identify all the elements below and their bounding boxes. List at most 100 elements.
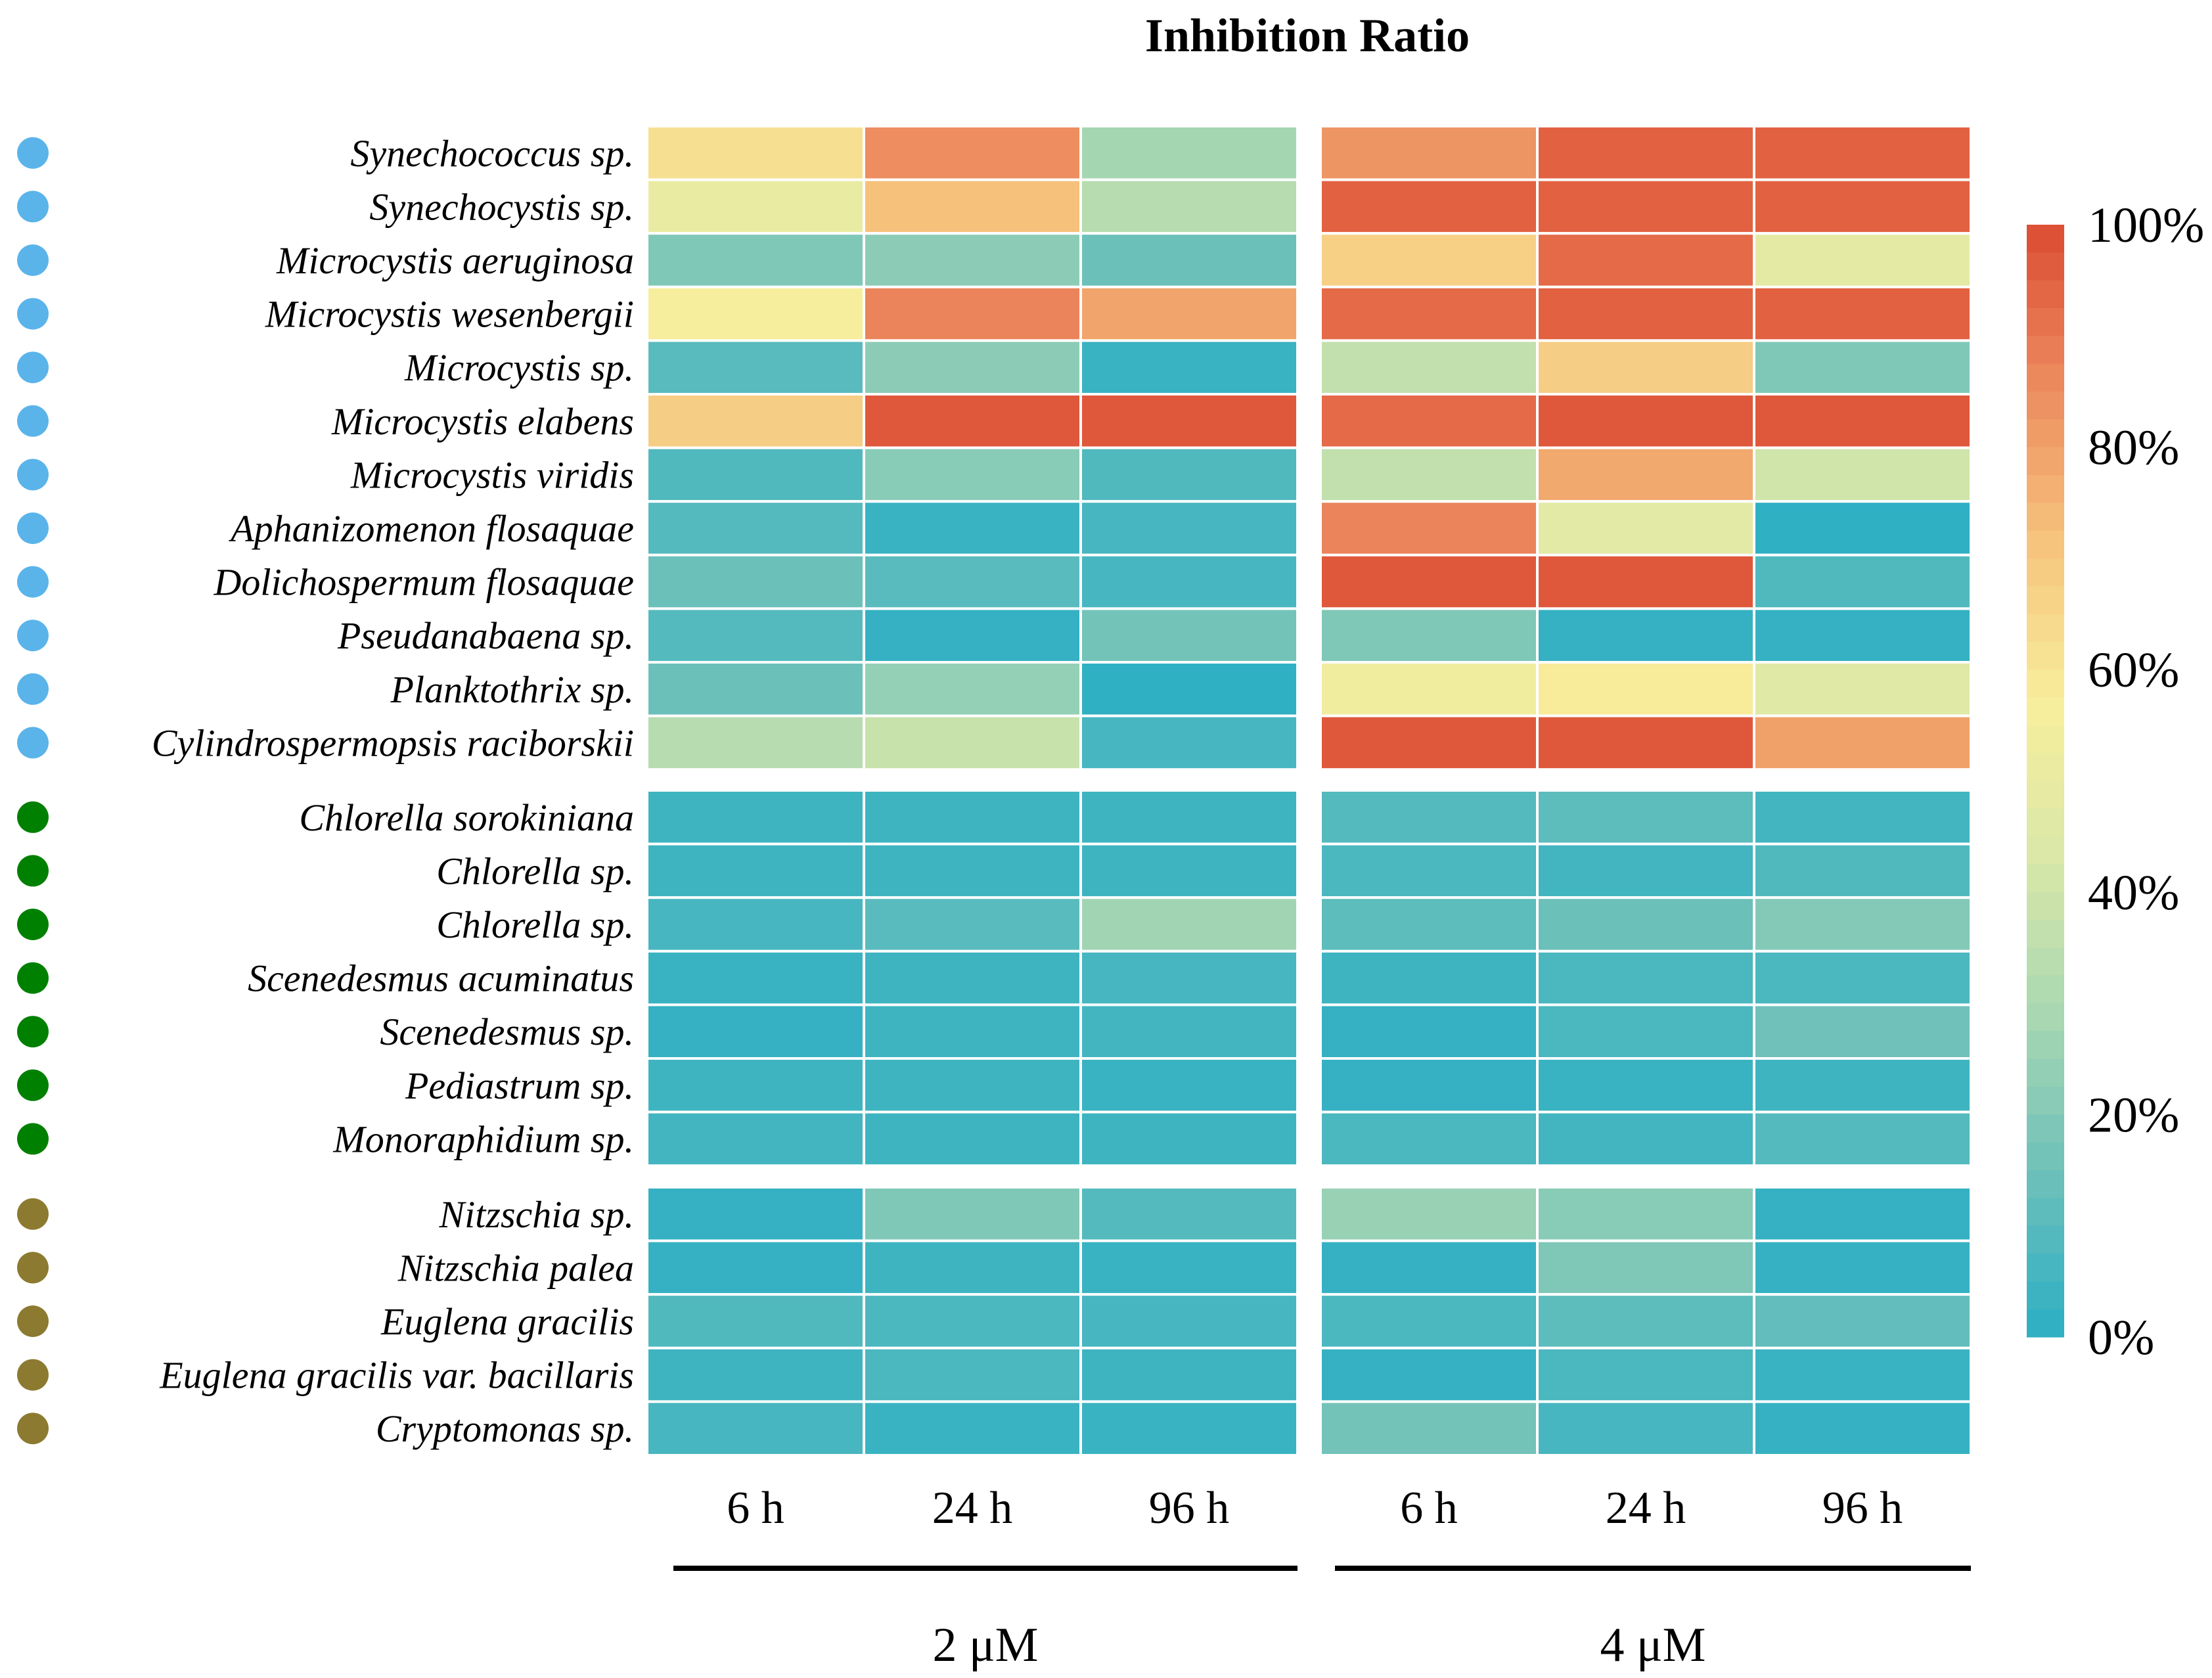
- heatmap-cell: [1536, 896, 1755, 953]
- heatmap-cell: [1536, 949, 1755, 1007]
- heatmap-cell: [1753, 1057, 1972, 1114]
- heatmap-cell: [1536, 661, 1755, 717]
- legend-swatch: [2027, 252, 2064, 281]
- heatmap-cell: [1536, 285, 1755, 342]
- legend-swatch: [2027, 586, 2064, 615]
- heatmap-cell: [1536, 125, 1755, 181]
- heatmap-cell: [646, 714, 865, 771]
- column-label: 6 h: [727, 1483, 784, 1533]
- heatmap-cell: [646, 393, 865, 449]
- heatmap-cell: [863, 949, 1082, 1007]
- legend-swatch: [2027, 447, 2064, 476]
- legend-swatch: [2027, 1142, 2064, 1171]
- group-dot: [17, 512, 49, 544]
- heatmap-cell: [863, 1003, 1082, 1060]
- legend-tick-label: 100%: [2088, 198, 2204, 253]
- group-dot: [17, 1413, 49, 1445]
- legend-tick-label: 60%: [2088, 643, 2179, 698]
- legend-swatch: [2027, 1281, 2064, 1310]
- heatmap-cell: [1753, 125, 1972, 181]
- heatmap-cell: [1319, 393, 1539, 449]
- heatmap-cell: [1079, 1003, 1299, 1060]
- heatmap-cell: [1753, 1239, 1972, 1296]
- row-label: Pseudanabaena sp.: [337, 614, 634, 657]
- heatmap-cell: [646, 1110, 865, 1168]
- legend-tick-label: 80%: [2088, 420, 2179, 476]
- legend-swatch: [2027, 307, 2064, 336]
- legend-swatch: [2027, 1198, 2064, 1227]
- group-dot: [17, 1123, 49, 1155]
- heatmap-cell: [646, 500, 865, 556]
- heatmap-cell: [1319, 896, 1539, 953]
- legend-swatch: [2027, 225, 2064, 253]
- group-dot: [17, 298, 49, 330]
- heatmap-cell: [1079, 285, 1299, 342]
- row-label: Monoraphidium sp.: [332, 1118, 634, 1160]
- row-label: Aphanizomenon flosaquae: [228, 507, 634, 550]
- legend-swatch: [2027, 1254, 2064, 1282]
- heatmap-cell: [1319, 232, 1539, 288]
- heatmap-cell: [1319, 500, 1539, 556]
- heatmap-cell: [1319, 178, 1539, 235]
- heatmap-cell: [1319, 125, 1539, 181]
- heatmap-cell: [1753, 178, 1972, 235]
- legend-swatch: [2027, 1003, 2064, 1032]
- group-dot: [17, 962, 49, 994]
- heatmap-cell: [1536, 714, 1755, 771]
- row-label: Microcystis viridis: [350, 453, 634, 496]
- heatmap-cell: [1319, 339, 1539, 396]
- legend-swatch: [2027, 892, 2064, 920]
- row-label: Microcystis elabens: [331, 400, 634, 443]
- legend-swatch: [2027, 1170, 2064, 1198]
- row-label: Chlorella sp.: [436, 903, 634, 946]
- heatmap-cell: [646, 178, 865, 235]
- heatmap-cell: [1753, 500, 1972, 556]
- legend-swatch: [2027, 1031, 2064, 1060]
- heatmap-cell: [646, 789, 865, 846]
- heatmap-cell: [1536, 393, 1755, 449]
- legend-swatch: [2027, 781, 2064, 809]
- heatmap-cell: [1319, 842, 1539, 899]
- legend-swatch: [2027, 1225, 2064, 1254]
- heatmap-cell: [646, 1293, 865, 1349]
- heatmap-cell: [863, 1110, 1082, 1168]
- group-dot: [17, 351, 49, 384]
- heatmap-cell: [1753, 661, 1972, 717]
- row-label: Nitzschia sp.: [439, 1193, 635, 1236]
- heatmap-cell: [1753, 1186, 1972, 1242]
- heatmap-cell: [1079, 446, 1299, 503]
- group-dot: [17, 801, 49, 833]
- heatmap-cell: [1753, 446, 1972, 503]
- color-legend: 0% 20% 40% 60% 80% 100%: [2027, 198, 2204, 1365]
- row-label: Microcystis wesenbergii: [265, 293, 634, 336]
- group-dot: [17, 566, 49, 598]
- heatmap-cell: [1319, 1293, 1539, 1349]
- heatmap-cell: [863, 1346, 1082, 1403]
- heatmap-cell: [863, 661, 1082, 717]
- legend-tick-label: 20%: [2088, 1087, 2179, 1143]
- heatmap-cell: [863, 789, 1082, 846]
- legend-swatch: [2027, 641, 2064, 670]
- heatmap-cell: [1319, 1003, 1539, 1060]
- group-dot: [17, 459, 49, 491]
- row-label: Chlorella sorokiniana: [299, 796, 634, 839]
- heatmap-cell: [1753, 1400, 1972, 1457]
- heatmap-cell: [1319, 1186, 1539, 1242]
- group-dot: [17, 855, 49, 887]
- group-dot: [17, 191, 49, 223]
- heatmap-cell: [1079, 1293, 1299, 1349]
- heatmap-cell: [1536, 553, 1755, 610]
- row-label: Scenedesmus acuminatus: [248, 957, 634, 1000]
- heatmap-cell: [646, 1057, 865, 1114]
- legend-swatch: [2027, 363, 2064, 392]
- group-dot: [17, 137, 49, 169]
- heatmap-cell: [1753, 1003, 1972, 1060]
- heatmap-cell: [646, 553, 865, 610]
- row-label: Microcystis aeruginosa: [276, 239, 634, 282]
- heatmap-cell: [1319, 949, 1539, 1007]
- heatmap-cell: [863, 1400, 1082, 1457]
- heatmap-cell: [1753, 607, 1972, 664]
- heatmap-cell: [1536, 1003, 1755, 1060]
- group-dot: [17, 1359, 49, 1391]
- heatmap-cell: [646, 1003, 865, 1060]
